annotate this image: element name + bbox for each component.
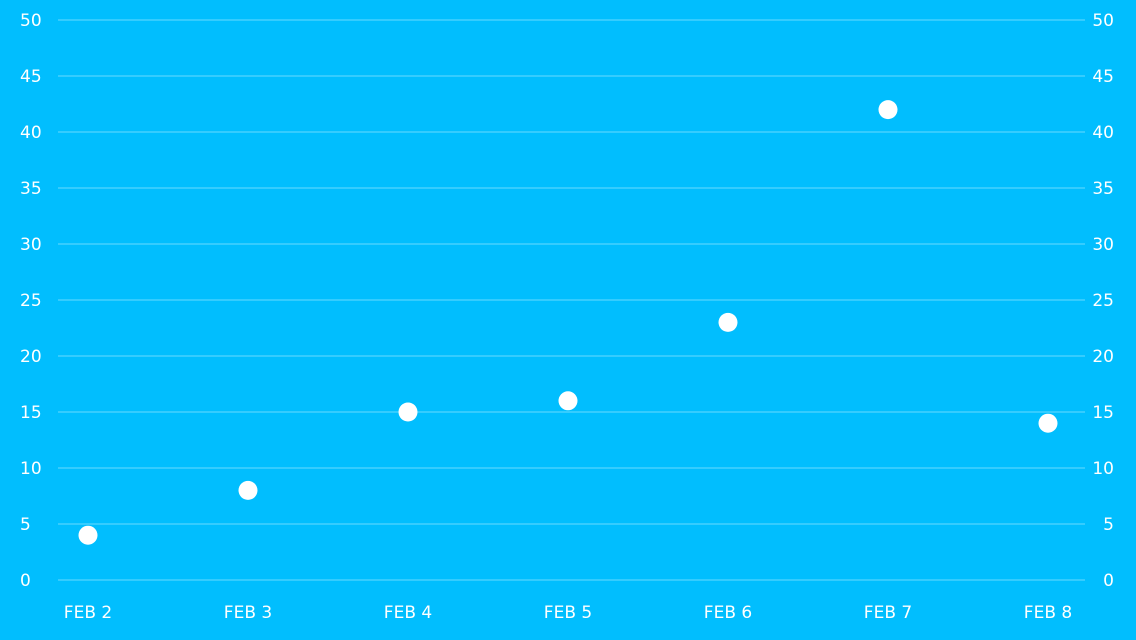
y-tick-left-0: 0 (20, 571, 31, 591)
y-tick-right-15: 15 (1092, 403, 1114, 423)
y-tick-left-45: 45 (20, 67, 42, 87)
y-tick-left-40: 40 (20, 123, 42, 143)
y-tick-right-5: 5 (1103, 515, 1114, 535)
y-tick-right-50: 50 (1092, 11, 1114, 31)
data-point-3 (558, 391, 578, 411)
y-axis-left-ticks: 0 5 10 15 20 25 30 35 40 45 50 (20, 11, 42, 591)
y-tick-left-15: 15 (20, 403, 42, 423)
data-points (78, 100, 1058, 545)
y-axis-right-ticks: 0 5 10 15 20 25 30 35 40 45 50 (1092, 11, 1114, 591)
x-tick-5: FEB 7 (864, 603, 912, 623)
y-tick-right-0: 0 (1103, 571, 1114, 591)
x-tick-2: FEB 4 (384, 603, 432, 623)
data-point-2 (398, 402, 418, 422)
gridlines (58, 19, 1085, 581)
y-tick-right-25: 25 (1092, 291, 1114, 311)
y-tick-left-35: 35 (20, 179, 42, 199)
data-point-0 (78, 525, 98, 545)
y-tick-left-50: 50 (20, 11, 42, 31)
x-tick-0: FEB 2 (64, 603, 112, 623)
y-tick-left-5: 5 (20, 515, 31, 535)
data-point-1 (238, 480, 258, 500)
x-axis-ticks: FEB 2 FEB 3 FEB 4 FEB 5 FEB 6 FEB 7 FEB 8 (64, 603, 1072, 623)
y-tick-left-30: 30 (20, 235, 42, 255)
y-tick-right-45: 45 (1092, 67, 1114, 87)
data-point-6 (1038, 413, 1058, 433)
y-tick-right-40: 40 (1092, 123, 1114, 143)
data-point-5 (878, 100, 898, 120)
y-tick-left-10: 10 (20, 459, 42, 479)
y-tick-right-30: 30 (1092, 235, 1114, 255)
x-tick-1: FEB 3 (224, 603, 272, 623)
y-tick-left-20: 20 (20, 347, 42, 367)
x-tick-4: FEB 6 (704, 603, 752, 623)
y-tick-right-20: 20 (1092, 347, 1114, 367)
y-tick-right-10: 10 (1092, 459, 1114, 479)
x-tick-6: FEB 8 (1024, 603, 1072, 623)
data-point-4 (718, 312, 738, 332)
y-tick-left-25: 25 (20, 291, 42, 311)
x-tick-3: FEB 5 (544, 603, 592, 623)
y-tick-right-35: 35 (1092, 179, 1114, 199)
